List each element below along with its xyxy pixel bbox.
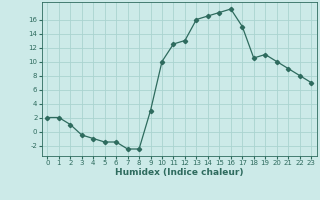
X-axis label: Humidex (Indice chaleur): Humidex (Indice chaleur): [115, 168, 244, 177]
